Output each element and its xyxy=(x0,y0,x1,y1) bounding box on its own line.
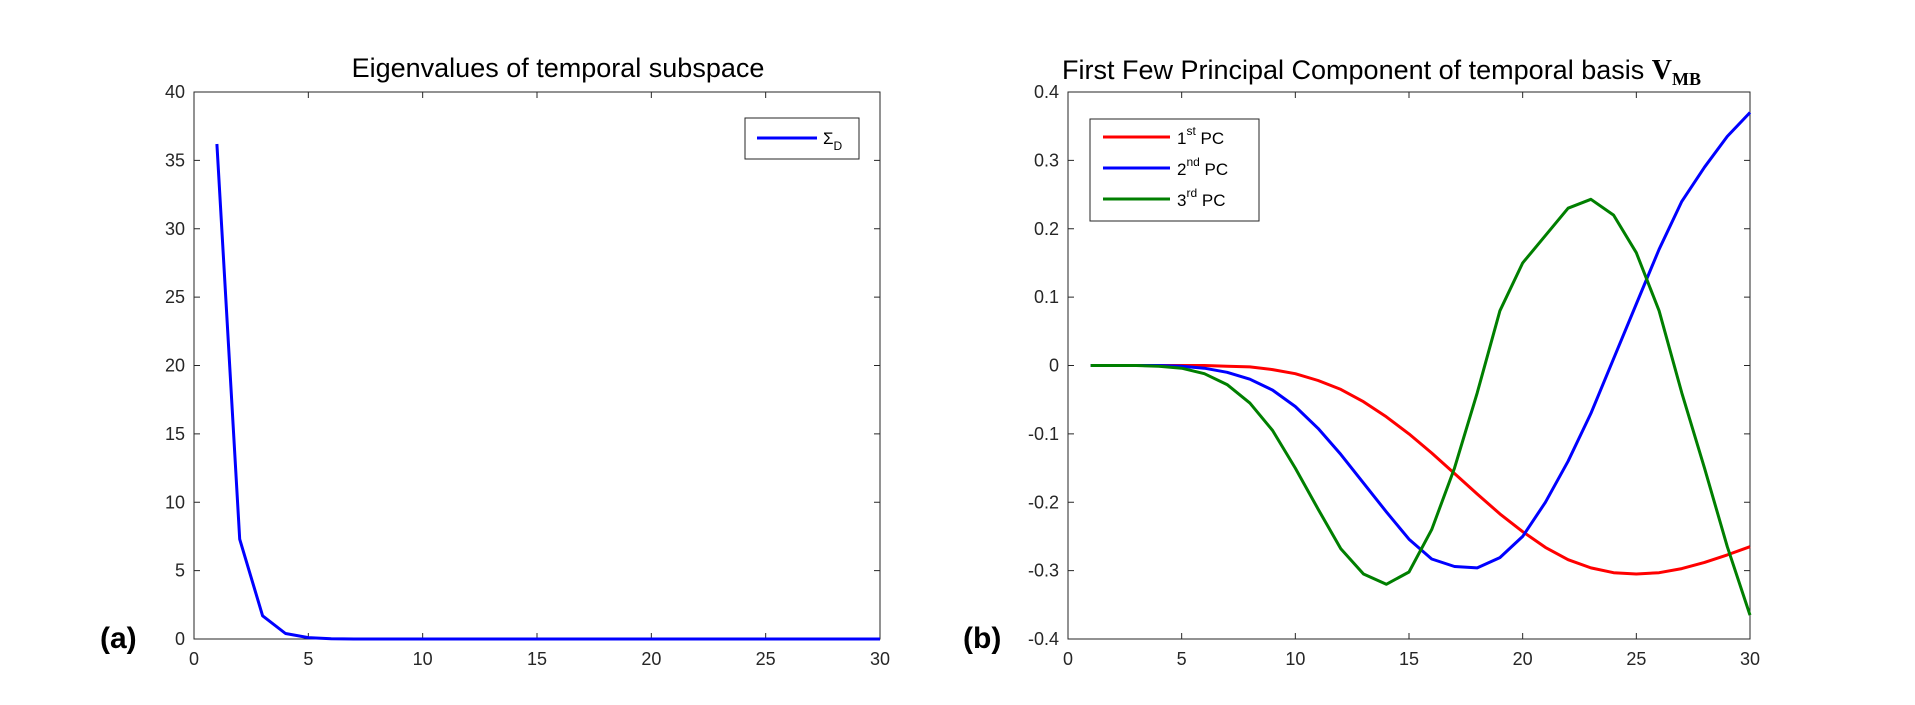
panel-b-ytick-label: 0.4 xyxy=(1034,82,1059,102)
panel-b-legend-num-3: 3 xyxy=(1177,191,1186,210)
panel-b-legend-sup-3: rd xyxy=(1186,186,1197,200)
panel-b-xtick-label: 30 xyxy=(1740,649,1760,669)
panel-a-ytick-label: 35 xyxy=(165,150,185,170)
panel-a-label: (a) xyxy=(100,622,137,655)
panel-b-legend-sup-1: st xyxy=(1186,124,1196,138)
panel-b-xtick-label: 15 xyxy=(1399,649,1419,669)
panel-b-principal-components: First Few Principal Component of tempora… xyxy=(963,55,1760,669)
panel-b-ytick-label: 0 xyxy=(1049,356,1059,376)
panel-a-xtick-label: 25 xyxy=(756,649,776,669)
panel-b-series xyxy=(1090,111,1752,616)
panel-b-series-line-1 xyxy=(1090,364,1751,576)
panel-a-legend-label: ΣD xyxy=(823,129,843,153)
panel-a-xtick-label: 5 xyxy=(303,649,313,669)
panel-b-ytick-label: -0.3 xyxy=(1028,561,1059,581)
panel-a-legend: ΣD xyxy=(744,117,860,160)
panel-b-ytick-label: -0.2 xyxy=(1028,492,1059,512)
panel-b-legend-label-3: 3rd PC xyxy=(1177,186,1225,210)
panel-b-ytick-label: 0.3 xyxy=(1034,150,1059,170)
panel-a-title: Eigenvalues of temporal subspace xyxy=(352,53,765,83)
panel-a-xtick-label: 10 xyxy=(413,649,433,669)
panel-b-legend-box xyxy=(1089,118,1260,222)
panel-b-ytick-label: 0.1 xyxy=(1034,287,1059,307)
panel-b-ytick-label: 0.2 xyxy=(1034,219,1059,239)
panel-a-axes xyxy=(193,91,881,640)
panel-a-ytick-label: 0 xyxy=(175,629,185,649)
panel-a-legend-subscript: D xyxy=(834,139,843,153)
panel-a-ytick-label: 10 xyxy=(165,492,185,512)
panel-b-legend-num-1: 1 xyxy=(1177,129,1186,148)
panel-a-ytick-label: 20 xyxy=(165,356,185,376)
panel-a-legend-sigma: Σ xyxy=(823,129,834,148)
panel-a-series-line-1 xyxy=(215,143,880,641)
panel-b-title-math-sub: MB xyxy=(1672,69,1701,89)
panel-b-xtick-label: 20 xyxy=(1513,649,1533,669)
panel-b-xtick-label: 5 xyxy=(1177,649,1187,669)
panel-a-ytick-label: 25 xyxy=(165,287,185,307)
panel-a-eigenvalues: Eigenvalues of temporal subspace (a) 0 5 1… xyxy=(100,53,890,669)
panel-b-legend-rest-2: PC xyxy=(1200,160,1228,179)
panel-b-xtick-label: 10 xyxy=(1285,649,1305,669)
panel-a-ytick-label: 30 xyxy=(165,219,185,239)
panel-a-series xyxy=(215,143,880,641)
panel-b-ytick-label: -0.1 xyxy=(1028,424,1059,444)
panel-b-title-text: First Few Principal Component of tempora… xyxy=(1062,55,1652,85)
panel-a-ytick-label: 15 xyxy=(165,424,185,444)
panel-b-legend-rest-1: PC xyxy=(1196,129,1224,148)
panel-a-ytick-label: 40 xyxy=(165,82,185,102)
panel-b-xtick-label: 25 xyxy=(1626,649,1646,669)
panel-b-series-line-3 xyxy=(1090,197,1752,616)
panel-a-xtick-label: 30 xyxy=(870,649,890,669)
panel-a-xtick-label: 0 xyxy=(189,649,199,669)
panel-b-legend-num-2: 2 xyxy=(1177,160,1186,179)
panel-b-label: (b) xyxy=(963,622,1001,655)
panel-b-legend-label-2: 2nd PC xyxy=(1177,155,1228,179)
panel-b-legend-rest-3: PC xyxy=(1197,191,1225,210)
panel-b-legend-sup-2: nd xyxy=(1186,155,1199,169)
panel-a-ticks: 0 5 10 15 20 25 30 0 5 10 15 20 25 30 35 40 xyxy=(165,82,890,669)
panel-a-xtick-label: 15 xyxy=(527,649,547,669)
panel-b-legend-label-1: 1st PC xyxy=(1177,124,1224,148)
panel-a-xtick-label: 20 xyxy=(641,649,661,669)
panel-b-ytick-label: -0.4 xyxy=(1028,629,1059,649)
panel-b-title: First Few Principal Component of tempora… xyxy=(1062,55,1701,89)
panel-a-ytick-label: 5 xyxy=(175,561,185,581)
panel-b-ticks: 0 5 10 15 20 25 30 -0.4 -0.3 -0.2 -0.1 0 0.1 0.2 0.3 0.… xyxy=(1028,82,1760,669)
panel-b-title-math: V xyxy=(1652,55,1672,86)
panel-b-xtick-label: 0 xyxy=(1063,649,1073,669)
